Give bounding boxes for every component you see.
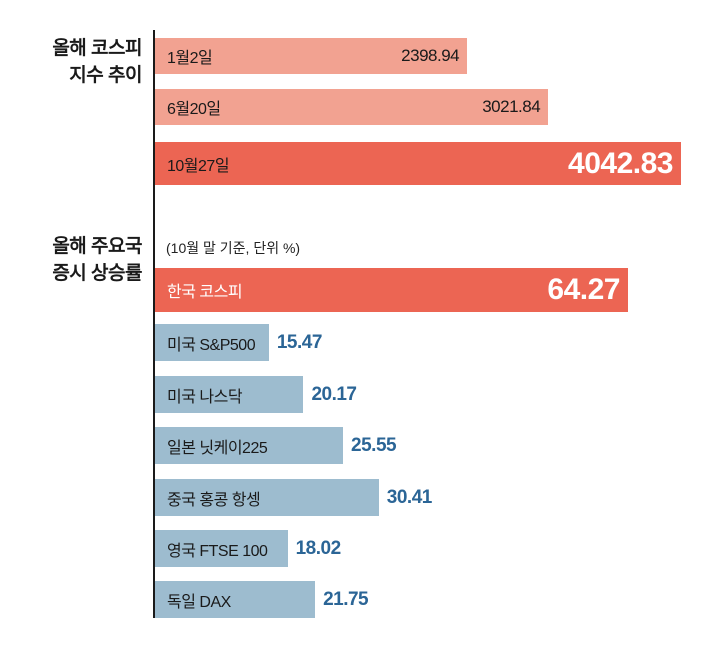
bar-label: 미국 나스닥 <box>167 388 243 406</box>
bar-label: 중국 홍콩 항셍 <box>167 491 261 509</box>
title-line: 지수 추이 <box>69 65 142 86</box>
growth-bar: 미국 S&P500 15.47 <box>155 324 322 361</box>
growth-bar: 일본 닛케이225 25.55 <box>155 427 397 464</box>
growth-bar: 중국 홍콩 항셍 30.41 <box>155 479 432 516</box>
kospi-bar: 10월27일 4042.83 <box>155 142 681 185</box>
title-line: 증시 상승률 <box>52 263 142 284</box>
kospi-trend-title: 올해 코스피 지수 추이 <box>52 35 142 89</box>
bar-value: 30.41 <box>386 486 433 508</box>
bar-label: 1월2일 <box>167 50 213 67</box>
bar-label: 영국 FTSE 100 <box>167 542 268 560</box>
bar-value: 18.02 <box>295 537 342 559</box>
growth-bar: 미국 나스닥 20.17 <box>155 376 357 413</box>
bar-value: 4042.83 <box>568 146 673 180</box>
growth-bar: 독일 DAX 21.75 <box>155 581 369 618</box>
bar-label: 미국 S&P500 <box>167 336 256 354</box>
bar-value: 15.47 <box>276 331 323 353</box>
bar-value: 2398.94 <box>401 46 460 65</box>
bar-label: 독일 DAX <box>167 593 231 611</box>
kospi-bar: 6월20일 3021.84 <box>155 89 549 125</box>
index-growth-title: 올해 주요국 증시 상승률 <box>52 233 142 287</box>
bar-value: 3021.84 <box>482 97 541 116</box>
kospi-bar: 1월2일 2398.94 <box>155 38 468 74</box>
unit-note: (10월 말 기준, 단위 %) <box>166 240 301 256</box>
bar-label: 일본 닛케이225 <box>167 439 268 457</box>
title-line: 올해 주요국 <box>52 236 142 257</box>
title-line: 올해 코스피 <box>52 38 142 59</box>
bar-label: 10월27일 <box>167 157 230 175</box>
bar-label: 6월20일 <box>167 101 221 118</box>
growth-bar: 영국 FTSE 100 18.02 <box>155 530 341 567</box>
bar-value: 64.27 <box>547 273 620 306</box>
bar-value: 25.55 <box>351 434 397 456</box>
growth-bar: 한국 코스피 64.27 <box>155 268 628 312</box>
bar-value: 21.75 <box>323 588 369 610</box>
bar-label: 한국 코스피 <box>167 284 243 301</box>
bar-value: 20.17 <box>311 383 357 405</box>
axis-line <box>153 30 155 618</box>
